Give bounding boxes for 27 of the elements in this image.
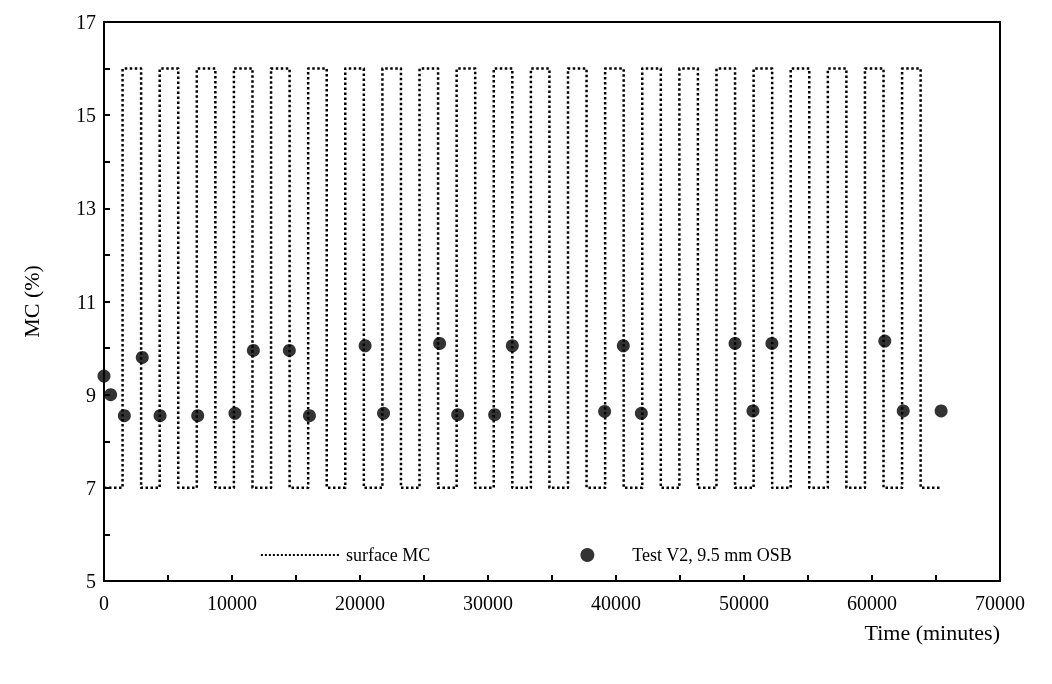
x-axis-title: Time (minutes) (864, 619, 1000, 645)
y-axis-title: MC (%) (18, 265, 44, 338)
point (598, 404, 612, 418)
point (228, 406, 242, 420)
y-tick-label: 13 (76, 197, 96, 220)
point (302, 409, 316, 423)
point (934, 404, 948, 418)
x-tick-label: 0 (99, 592, 109, 614)
point (97, 369, 111, 383)
x-tick-label: 10000 (207, 592, 257, 614)
point (634, 406, 648, 420)
y-tick-label: 5 (86, 570, 96, 592)
y-tick-label: 11 (76, 290, 96, 313)
x-tick-label: 60000 (847, 592, 897, 614)
y-tick-label: 15 (76, 104, 96, 127)
y-tick-label: 17 (76, 11, 96, 33)
legend-label: Test V2, 9.5 mm OSB (632, 545, 792, 565)
x-tick-label: 30000 (463, 592, 513, 614)
legend-label: surface MC (345, 545, 431, 565)
x-tick-label: 20000 (335, 592, 385, 614)
x-tick-label: 70000 (975, 592, 1025, 614)
y-tick-label: 7 (86, 476, 96, 499)
x-tick-label: 40000 (591, 592, 641, 614)
y-tick-label: 9 (86, 383, 96, 406)
point (104, 388, 118, 402)
x-tick-label: 50000 (719, 592, 769, 614)
point (896, 404, 910, 418)
